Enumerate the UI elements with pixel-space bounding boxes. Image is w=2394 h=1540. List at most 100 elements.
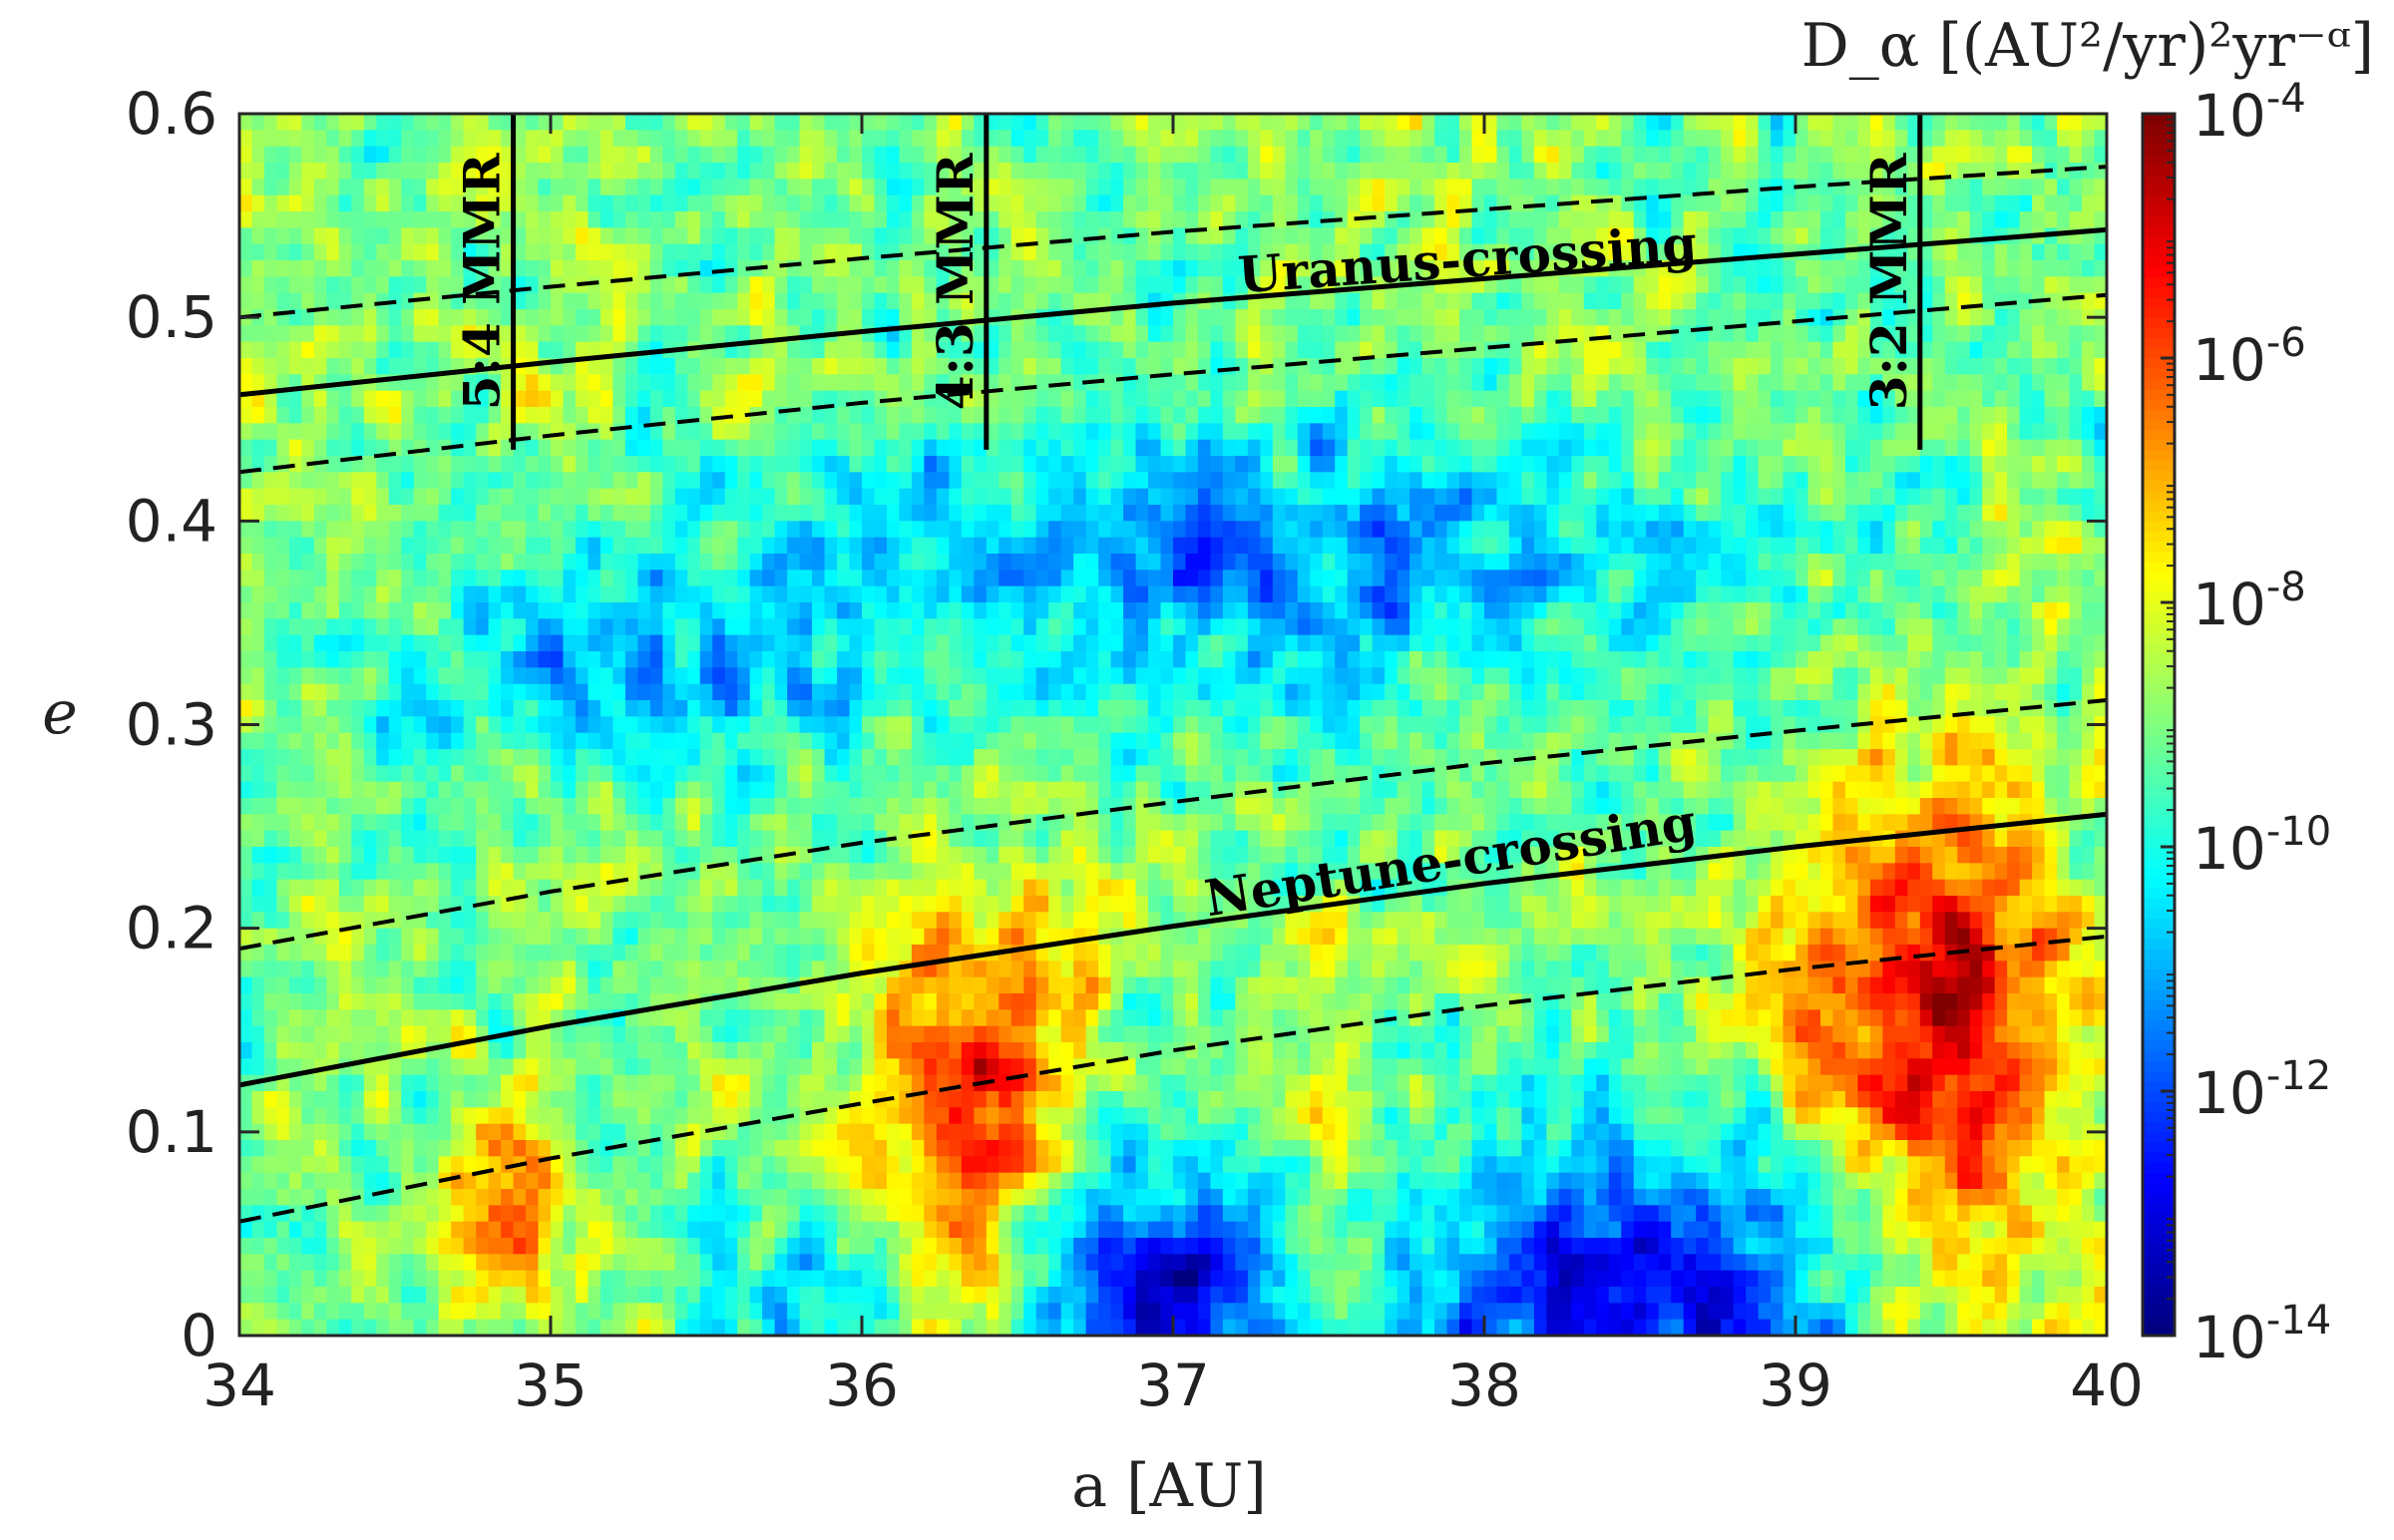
heatmap-cell (1546, 114, 1560, 131)
heatmap-cell (774, 194, 788, 212)
heatmap-cell (849, 276, 863, 294)
heatmap-cell (1583, 292, 1597, 310)
heatmap-cell (961, 114, 975, 131)
heatmap-cell (749, 276, 763, 294)
heatmap-cell (563, 554, 577, 571)
heatmap-cell (1060, 570, 1074, 587)
heatmap-cell (674, 521, 688, 539)
heatmap-cell (974, 227, 988, 245)
heatmap-cell (812, 570, 826, 587)
heatmap-cell (724, 211, 738, 228)
heatmap-cell (1882, 423, 1896, 441)
heatmap-cell (1721, 146, 1735, 164)
heatmap-cell (413, 439, 427, 457)
heatmap-cell (862, 163, 876, 180)
heatmap-cell (1746, 521, 1760, 539)
heatmap-cell (1783, 618, 1796, 636)
heatmap-cell (774, 163, 788, 180)
heatmap-cell (1621, 537, 1635, 555)
heatmap-cell (2044, 390, 2058, 408)
heatmap-cell (737, 227, 751, 245)
heatmap-cell (513, 585, 527, 603)
heatmap-cell (674, 570, 688, 587)
heatmap-cell (637, 439, 651, 457)
heatmap-cell (1807, 194, 1821, 212)
heatmap-cell (1882, 570, 1896, 587)
heatmap-cell (1819, 325, 1834, 343)
heatmap-cell (588, 243, 601, 261)
heatmap-cell (737, 634, 751, 652)
heatmap-cell (674, 537, 688, 555)
heatmap-cell (1646, 227, 1660, 245)
heatmap-cell (526, 374, 540, 392)
heatmap-cell (1148, 146, 1162, 164)
heatmap-cell (699, 472, 713, 490)
heatmap-cell (463, 472, 477, 490)
heatmap-cell (1758, 537, 1772, 555)
heatmap-cell (1771, 292, 1785, 310)
heatmap-cell (251, 179, 265, 196)
heatmap-cell (1982, 554, 1996, 571)
heatmap-cell (263, 472, 278, 490)
heatmap-cell (1185, 341, 1199, 359)
heatmap-cell (1272, 602, 1286, 619)
heatmap-cell (1160, 618, 1174, 636)
heatmap-cell (1135, 439, 1149, 457)
heatmap-cell (1335, 570, 1349, 587)
heatmap-cell (501, 634, 515, 652)
heatmap-cell (1210, 374, 1224, 392)
heatmap-cell (824, 505, 838, 522)
heatmap-cell (1360, 634, 1374, 652)
heatmap-cell (1110, 570, 1124, 587)
heatmap-cell (1882, 276, 1896, 294)
heatmap-cell (1944, 472, 1958, 490)
heatmap-cell (936, 179, 950, 196)
heatmap-cell (1360, 602, 1374, 619)
heatmap-cell (1347, 358, 1361, 375)
heatmap-cell (1023, 325, 1037, 343)
heatmap-cell (699, 505, 713, 522)
heatmap-cell (526, 618, 540, 636)
heatmap-cell (1957, 130, 1971, 148)
heatmap-cell (1396, 227, 1410, 245)
heatmap-cell (749, 456, 763, 473)
heatmap-cell (338, 651, 352, 668)
heatmap-cell (1310, 439, 1324, 457)
heatmap-cell (376, 439, 390, 457)
heatmap-cell (1446, 505, 1460, 522)
heatmap-cell (563, 618, 577, 636)
heatmap-cell (998, 146, 1012, 164)
heatmap-cell (637, 374, 651, 392)
heatmap-cell (351, 114, 365, 131)
heatmap-cell (1869, 570, 1883, 587)
heatmap-cell (936, 537, 950, 555)
heatmap-cell (924, 488, 938, 506)
heatmap-cell (1633, 634, 1647, 652)
heatmap-cell (1907, 130, 1921, 148)
heatmap-cell (1272, 130, 1286, 148)
heatmap-cell (1160, 276, 1174, 294)
heatmap-cell (637, 554, 651, 571)
heatmap-cell (936, 114, 950, 131)
heatmap-cell (936, 374, 950, 392)
heatmap-cell (288, 243, 302, 261)
heatmap-cell (1671, 163, 1685, 180)
heatmap-cell (699, 227, 713, 245)
heatmap-cell (1894, 390, 1908, 408)
heatmap-cell (936, 260, 950, 277)
heatmap-cell (849, 292, 863, 310)
heatmap-cell (1621, 505, 1635, 522)
heatmap-cell (1894, 341, 1908, 359)
heatmap-cell (1696, 163, 1710, 180)
heatmap-cell (1708, 292, 1722, 310)
heatmap-cell (1521, 179, 1535, 196)
heatmap-cell (1222, 407, 1236, 424)
heatmap-cell (1135, 114, 1149, 131)
heatmap-cell (749, 537, 763, 555)
heatmap-cell (276, 521, 290, 539)
heatmap-cell (239, 130, 253, 148)
heatmap-cell (1073, 488, 1087, 506)
heatmap-cell (1807, 325, 1821, 343)
heatmap-cell (1746, 325, 1760, 343)
heatmap-cell (624, 358, 638, 375)
